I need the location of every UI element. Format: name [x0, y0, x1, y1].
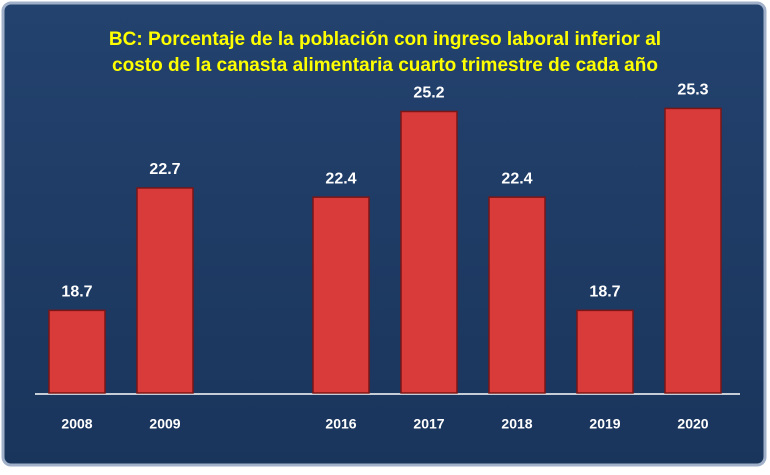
x-tick-label: 2019 [589, 416, 620, 432]
x-tick-label: 2017 [413, 416, 444, 432]
chart-title: costo de la canasta alimentaria cuarto t… [112, 55, 658, 76]
x-tick-label: 2009 [149, 416, 180, 432]
value-label: 18.7 [589, 284, 620, 301]
value-label: 22.7 [149, 161, 180, 178]
chart-title: BC: Porcentaje de la población con ingre… [109, 29, 661, 50]
value-label: 25.2 [413, 85, 444, 102]
x-tick-label: 2020 [677, 416, 708, 432]
x-tick-label: 2018 [501, 416, 532, 432]
value-label: 18.7 [61, 284, 92, 301]
bar [312, 196, 370, 394]
bar [488, 196, 546, 394]
bar [576, 309, 634, 394]
bar [400, 110, 458, 394]
bar [136, 187, 194, 394]
bar [48, 309, 106, 394]
value-label: 22.4 [325, 170, 356, 187]
x-tick-label: 2008 [61, 416, 92, 432]
x-tick-label: 2016 [325, 416, 356, 432]
value-label: 22.4 [501, 170, 532, 187]
bar [664, 107, 722, 394]
value-label: 25.3 [677, 82, 708, 99]
